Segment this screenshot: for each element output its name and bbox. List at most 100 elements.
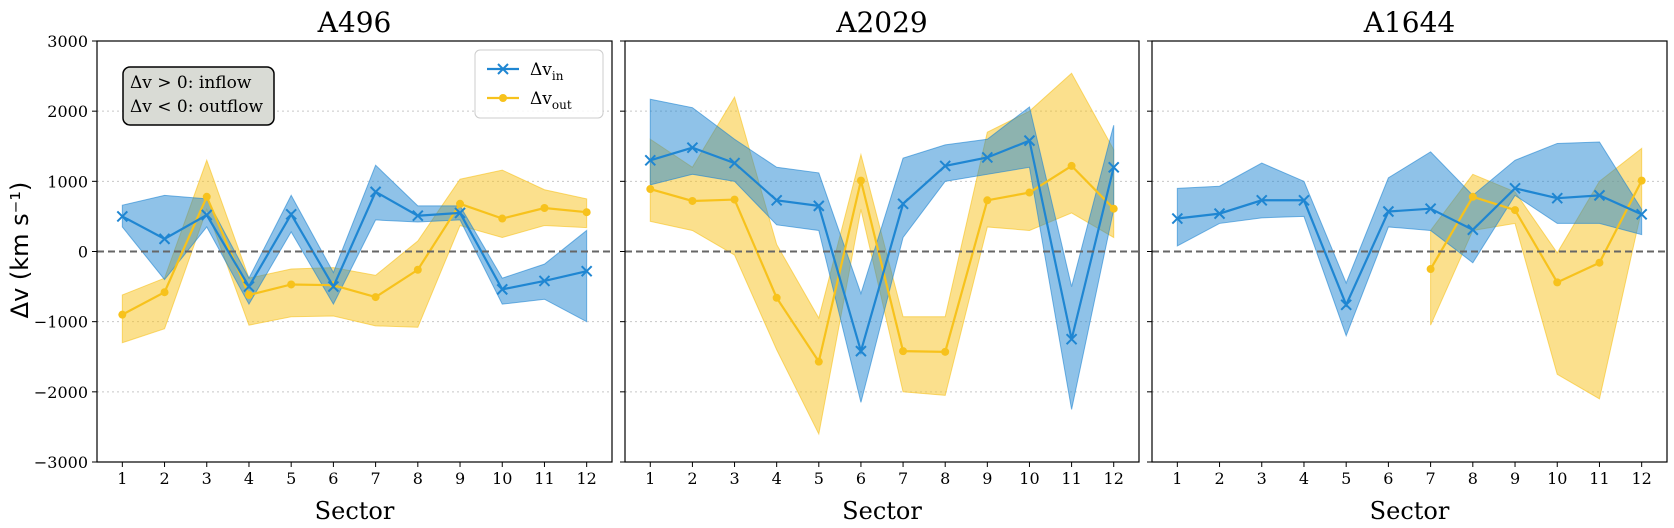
band-in <box>121 164 588 323</box>
y-axis-label: Δv (km s⁻¹) <box>6 182 34 319</box>
point-in <box>158 233 171 245</box>
point-out <box>856 176 865 185</box>
line-out <box>121 194 587 316</box>
panel-title: A2029 <box>835 6 927 39</box>
band-out <box>121 158 588 344</box>
y-tick-label: 1000 <box>47 172 88 191</box>
annotation-box <box>122 66 275 126</box>
x-tick-label: 7 <box>898 469 908 488</box>
y-tick-label: −3000 <box>34 453 88 472</box>
point-in <box>1256 194 1268 206</box>
point-out <box>244 291 253 300</box>
x-tick-label: 8 <box>940 469 950 488</box>
x-tick-label: 10 <box>1547 469 1567 488</box>
x-tick-label: 10 <box>1019 469 1039 488</box>
x-tick-label: 9 <box>982 469 992 488</box>
point-in <box>412 210 424 222</box>
point-in <box>1213 207 1226 220</box>
point-in <box>1065 333 1078 345</box>
x-tick-label: 3 <box>1257 469 1267 488</box>
legend-marker-out <box>499 94 507 102</box>
x-tick-label: 7 <box>1426 469 1436 488</box>
x-tick-label: 6 <box>1383 469 1393 488</box>
y-tick-label: −2000 <box>34 383 88 402</box>
point-in <box>369 186 382 198</box>
point-in <box>580 265 593 277</box>
x-tick-label: 5 <box>814 469 824 488</box>
point-out <box>498 214 507 223</box>
x-tick-label: 5 <box>1341 469 1351 488</box>
point-out <box>1426 265 1435 274</box>
x-axis-label: Sector <box>315 497 395 525</box>
x-tick-label: 3 <box>729 469 739 488</box>
point-out <box>582 208 591 217</box>
point-out <box>983 196 992 205</box>
point-out <box>1067 161 1076 170</box>
x-tick-label: 11 <box>534 469 554 488</box>
point-out <box>730 195 739 204</box>
point-in <box>1382 205 1395 218</box>
line-in <box>649 139 1115 356</box>
x-tick-label: 12 <box>576 469 596 488</box>
line-in <box>121 190 587 291</box>
x-tick-label: 2 <box>159 469 169 488</box>
x-tick-label: 2 <box>687 469 697 488</box>
point-out <box>1109 204 1118 213</box>
point-in <box>1171 212 1184 225</box>
point-in <box>243 280 255 293</box>
point-out <box>1511 206 1520 215</box>
x-tick-label: 9 <box>455 469 465 488</box>
x-axis-label: Sector <box>842 497 922 525</box>
point-in <box>538 275 551 287</box>
point-in <box>981 151 994 164</box>
point-in <box>454 207 466 219</box>
x-tick-label: 1 <box>645 469 655 488</box>
point-in <box>116 210 129 223</box>
point-out <box>287 280 296 289</box>
point-in <box>1023 134 1036 147</box>
x-tick-label: 4 <box>244 469 254 488</box>
x-tick-label: 4 <box>772 469 782 488</box>
point-out <box>1553 278 1562 287</box>
point-out <box>1468 192 1477 201</box>
annotation-line-2: Δv < 0: outflow <box>130 97 263 117</box>
y-tick-label: 3000 <box>47 32 88 51</box>
point-out <box>772 293 781 302</box>
x-tick-label: 11 <box>1061 469 1081 488</box>
point-in <box>897 198 909 210</box>
x-tick-label: 8 <box>1468 469 1478 488</box>
x-tick-label: 1 <box>117 469 127 488</box>
point-in <box>728 157 741 169</box>
point-out <box>118 310 127 319</box>
y-tick-label: 2000 <box>47 102 88 121</box>
x-axis-label: Sector <box>1370 497 1450 525</box>
point-out <box>1637 176 1646 185</box>
panel-title: A1644 <box>1363 6 1455 39</box>
point-in <box>1424 202 1437 215</box>
point-in <box>686 141 699 154</box>
y-tick-label: −1000 <box>34 313 88 332</box>
point-out <box>540 203 549 212</box>
point-in <box>1467 224 1479 236</box>
line-in <box>1177 187 1643 308</box>
annotation-line-1: Δv > 0: inflow <box>130 73 252 93</box>
point-in <box>1340 299 1352 311</box>
x-tick-label: 5 <box>286 469 296 488</box>
point-out <box>688 196 697 205</box>
x-tick-label: 11 <box>1589 469 1609 488</box>
point-in <box>770 194 783 206</box>
point-out <box>456 199 465 208</box>
x-tick-label: 6 <box>856 469 866 488</box>
legend-sub-in: in <box>552 69 564 83</box>
annotation: Δv > 0: inflow Δv < 0: outflow <box>122 66 275 126</box>
legend-box <box>474 49 604 119</box>
point-out <box>646 185 655 194</box>
point-out <box>371 293 380 302</box>
point-in <box>939 160 951 172</box>
point-out <box>1595 258 1604 267</box>
